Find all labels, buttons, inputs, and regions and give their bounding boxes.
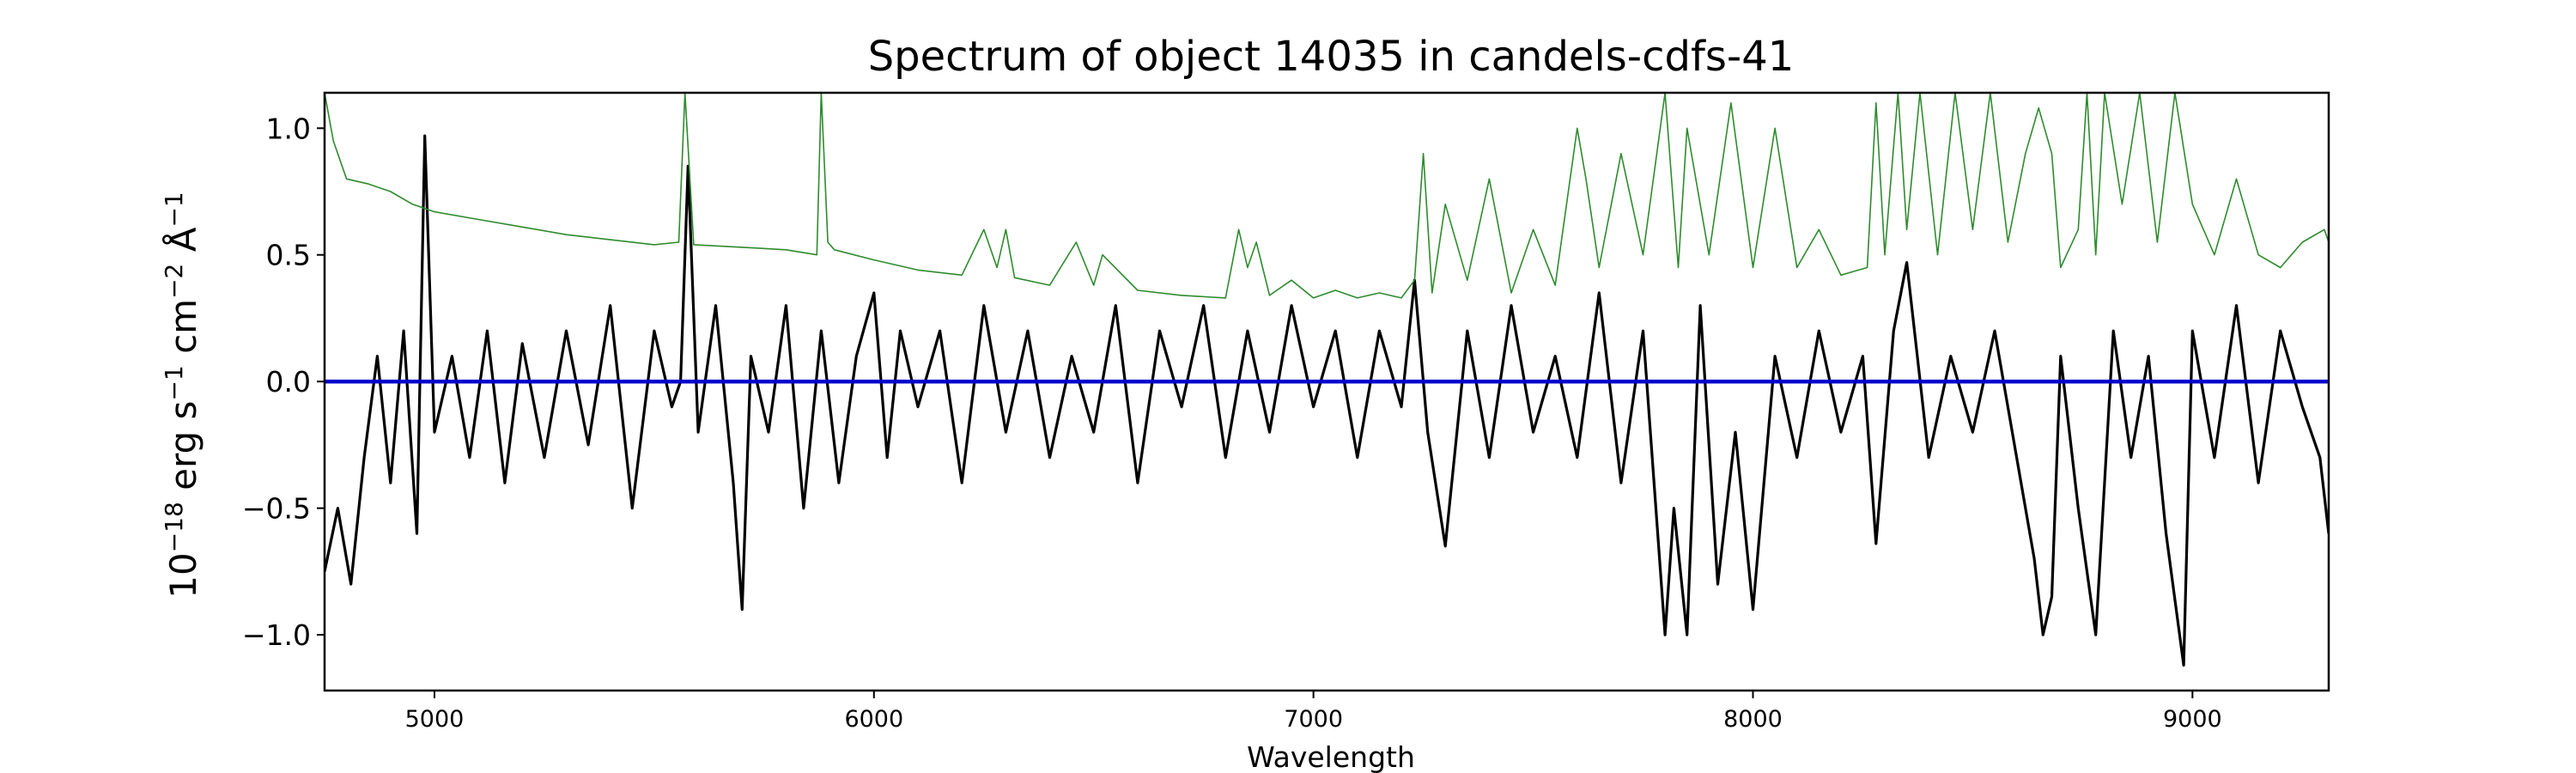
- x-axis-label: Wavelength: [1247, 740, 1415, 773]
- y-tick-label: −1.0: [242, 618, 311, 652]
- ticks-layer: 5000 6000 7000 8000 9000 −1.0 −0.5 0.0 0.5 1.0: [242, 112, 2222, 733]
- x-tick-label: 6000: [844, 706, 903, 733]
- y-axis-label: 10−18 erg s−1 cm−2 Å−1: [160, 192, 205, 598]
- chart-title: Spectrum of object 14035 in candels-cdfs…: [868, 33, 1795, 81]
- x-tick-label: 9000: [2163, 706, 2222, 733]
- y-tick-label: 0.0: [266, 365, 311, 399]
- y-tick-label: −0.5: [242, 492, 311, 526]
- x-tick-label: 5000: [405, 706, 465, 733]
- series-line-error: [325, 93, 2329, 299]
- series-line-flux: [325, 134, 2329, 667]
- series-layer: [325, 93, 2329, 667]
- y-tick-label: 1.0: [266, 112, 311, 145]
- x-tick-label: 7000: [1284, 706, 1343, 733]
- y-tick-label: 0.5: [266, 239, 311, 272]
- plot-frame: [323, 91, 2330, 692]
- x-tick-label: 8000: [1723, 706, 1783, 733]
